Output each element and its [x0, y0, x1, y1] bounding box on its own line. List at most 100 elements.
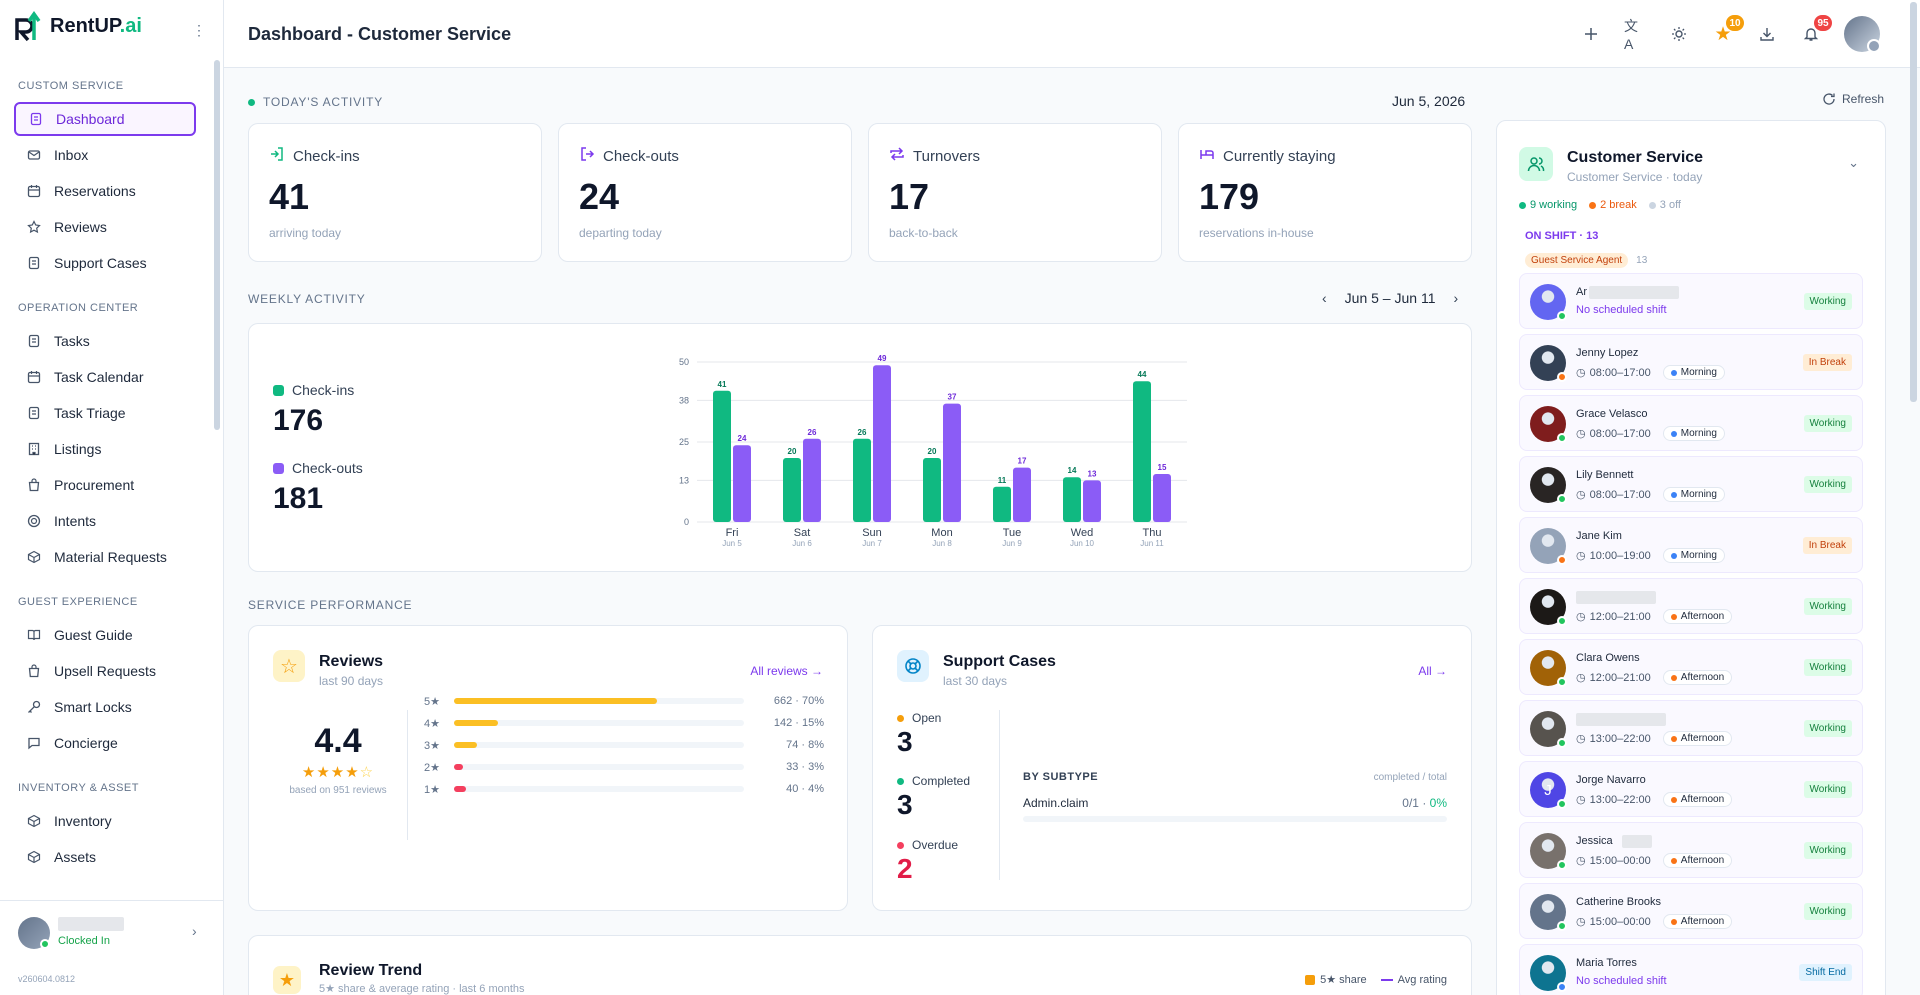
- stat-card-check-outs[interactable]: Check-outs 24 departing today: [558, 123, 852, 262]
- stat-value: 24: [579, 176, 620, 217]
- checkouts-legend: Check-outs: [273, 460, 363, 476]
- shift-pill: Morning: [1662, 365, 1725, 380]
- agent-name: Catherine Brooks: [1576, 896, 1661, 908]
- sidebar-item-task-calendar[interactable]: Task Calendar: [14, 360, 196, 394]
- logout-icon: [579, 146, 595, 166]
- bar-check-outs: [1153, 474, 1171, 522]
- avatar-initial: J: [1544, 781, 1552, 799]
- sidebar-item-guest-guide[interactable]: Guest Guide: [14, 618, 196, 652]
- rating-row: 3★ 74 · 8%: [424, 736, 824, 754]
- sidebar-menu-icon[interactable]: ⋮: [192, 22, 206, 38]
- shift-time: ◷ 15:00–00:00 Afternoon: [1576, 914, 1733, 929]
- stat-subtitle: back-to-back: [889, 226, 958, 240]
- agent-row[interactable]: ◷ 12:00–21:00 Afternoon Working: [1519, 578, 1863, 634]
- rating-star-label: 5★: [424, 695, 440, 708]
- agent-row[interactable]: Lily Bennett ◷ 08:00–17:00 Morning Working: [1519, 456, 1863, 512]
- clock-status: Clocked In: [58, 935, 110, 947]
- sidebar-item-concierge[interactable]: Concierge: [14, 726, 196, 760]
- chevron-right-icon[interactable]: ›: [1453, 290, 1459, 306]
- clock-icon: ◷: [1576, 550, 1586, 562]
- main-scrollbar[interactable]: [1910, 2, 1917, 402]
- sidebar-item-label: Reservations: [54, 183, 136, 199]
- agent-row[interactable]: Jessica ◷ 15:00–00:00 Afternoon Working: [1519, 822, 1863, 878]
- sidebar-item-smart-locks[interactable]: Smart Locks: [14, 690, 196, 724]
- sidebar-item-task-triage[interactable]: Task Triage: [14, 396, 196, 430]
- sidebar-item-inbox[interactable]: Inbox: [14, 138, 196, 172]
- sidebar-item-assets[interactable]: Assets: [14, 840, 196, 874]
- review-trend-title: Review Trend: [319, 962, 423, 979]
- bar-check-outs: [803, 438, 821, 522]
- agent-row[interactable]: J Jorge Navarro ◷ 13:00–22:00 Afternoon Wor…: [1519, 761, 1863, 817]
- stat-card-turnovers[interactable]: Turnovers 17 back-to-back: [868, 123, 1162, 262]
- agent-row[interactable]: Clara Owens ◷ 12:00–21:00 Afternoon Working: [1519, 639, 1863, 695]
- agent-row[interactable]: Ar No scheduled shift Working: [1519, 273, 1863, 329]
- favorites-star-icon[interactable]: ★ 10: [1712, 15, 1744, 45]
- sidebar-item-intents[interactable]: Intents: [14, 504, 196, 538]
- bar-check-ins: [993, 486, 1011, 522]
- rating-bar: [454, 720, 744, 726]
- sidebar-item-inventory[interactable]: Inventory: [14, 804, 196, 838]
- stat-label: Check-outs: [579, 146, 679, 166]
- sidebar-user[interactable]: Clocked In ›: [0, 900, 224, 964]
- presence-dot: [1557, 921, 1567, 931]
- sidebar-item-listings[interactable]: Listings: [14, 432, 196, 466]
- x-tick-sublabel: Jun 10: [1070, 539, 1095, 548]
- brand[interactable]: RentUP.ai: [14, 10, 142, 42]
- sidebar-item-tasks[interactable]: Tasks: [14, 324, 196, 358]
- sidebar-item-procurement[interactable]: Procurement: [14, 468, 196, 502]
- sidebar-item-reviews[interactable]: Reviews: [14, 210, 196, 244]
- agent-row[interactable]: Jenny Lopez ◷ 08:00–17:00 Morning In Break: [1519, 334, 1863, 390]
- agent-row[interactable]: Catherine Brooks ◷ 15:00–00:00 Afternoon Wo…: [1519, 883, 1863, 939]
- repeat-icon: [889, 146, 905, 166]
- team-subtitle: Customer Service · today: [1567, 170, 1703, 184]
- user-avatar[interactable]: [1844, 16, 1881, 53]
- bar-check-ins: [853, 438, 871, 522]
- sidebar-item-label: Support Cases: [54, 255, 147, 271]
- sun-icon[interactable]: [1668, 23, 1690, 45]
- sidebar-scrollbar[interactable]: [214, 60, 220, 430]
- clock-icon: ◷: [1576, 367, 1586, 379]
- bar-value-label: 24: [738, 434, 747, 443]
- sidebar-item-reservations[interactable]: Reservations: [14, 174, 196, 208]
- checkins-swatch: [273, 384, 284, 396]
- no-shift-text: No scheduled shift: [1576, 975, 1667, 987]
- translate-icon[interactable]: 文A: [1624, 18, 1638, 52]
- chevron-down-icon[interactable]: ⌄: [1848, 155, 1859, 170]
- star-icon: [26, 219, 42, 235]
- bar-value-label: 26: [808, 428, 817, 437]
- clock-icon: ◷: [1576, 672, 1586, 684]
- agent-row[interactable]: Grace Velasco ◷ 08:00–17:00 Morning Working: [1519, 395, 1863, 451]
- sidebar-item-label: Smart Locks: [54, 699, 132, 715]
- chevron-left-icon[interactable]: ‹: [1322, 290, 1327, 306]
- sidebar-item-dashboard[interactable]: Dashboard: [14, 102, 196, 136]
- all-cases-link[interactable]: All →: [1418, 664, 1447, 678]
- bar-check-outs: [733, 445, 751, 522]
- stat-label: Turnovers: [889, 146, 980, 166]
- sidebar-item-label: Concierge: [54, 735, 118, 751]
- stat-card-check-ins[interactable]: Check-ins 41 arriving today: [248, 123, 542, 262]
- agent-row[interactable]: Jane Kim ◷ 10:00–19:00 Morning In Break: [1519, 517, 1863, 573]
- sidebar-item-support-cases[interactable]: Support Cases: [14, 246, 196, 280]
- rating-star-label: 3★: [424, 739, 440, 752]
- agent-row[interactable]: ◷ 13:00–22:00 Afternoon Working: [1519, 700, 1863, 756]
- shift-time: ◷ 15:00–00:00 Afternoon: [1576, 853, 1733, 868]
- refresh-button[interactable]: Refresh: [1822, 92, 1884, 106]
- stat-card-currently-staying[interactable]: Currently staying 179 reservations in-ho…: [1178, 123, 1472, 262]
- agent-row[interactable]: Maria Torres No scheduled shift Shift End: [1519, 944, 1863, 995]
- chevron-right-icon[interactable]: ›: [192, 923, 197, 939]
- download-icon[interactable]: [1756, 23, 1778, 45]
- all-reviews-link[interactable]: All reviews →: [750, 664, 823, 678]
- sidebar-item-material-requests[interactable]: Material Requests: [14, 540, 196, 574]
- bell-icon[interactable]: 95: [1800, 15, 1832, 45]
- checkins-total: 176: [273, 404, 324, 437]
- sidebar-item-upsell-requests[interactable]: Upsell Requests: [14, 654, 196, 688]
- divider: [999, 710, 1000, 880]
- sidebar-item-label: Material Requests: [54, 549, 167, 565]
- status-badge: Working: [1803, 659, 1852, 676]
- share-swatch: [1305, 974, 1316, 985]
- plus-icon[interactable]: [1580, 23, 1602, 45]
- stat-subtitle: departing today: [579, 226, 662, 240]
- nav-section-title: OPERATION CENTER: [18, 302, 139, 314]
- avatar: [1530, 589, 1567, 626]
